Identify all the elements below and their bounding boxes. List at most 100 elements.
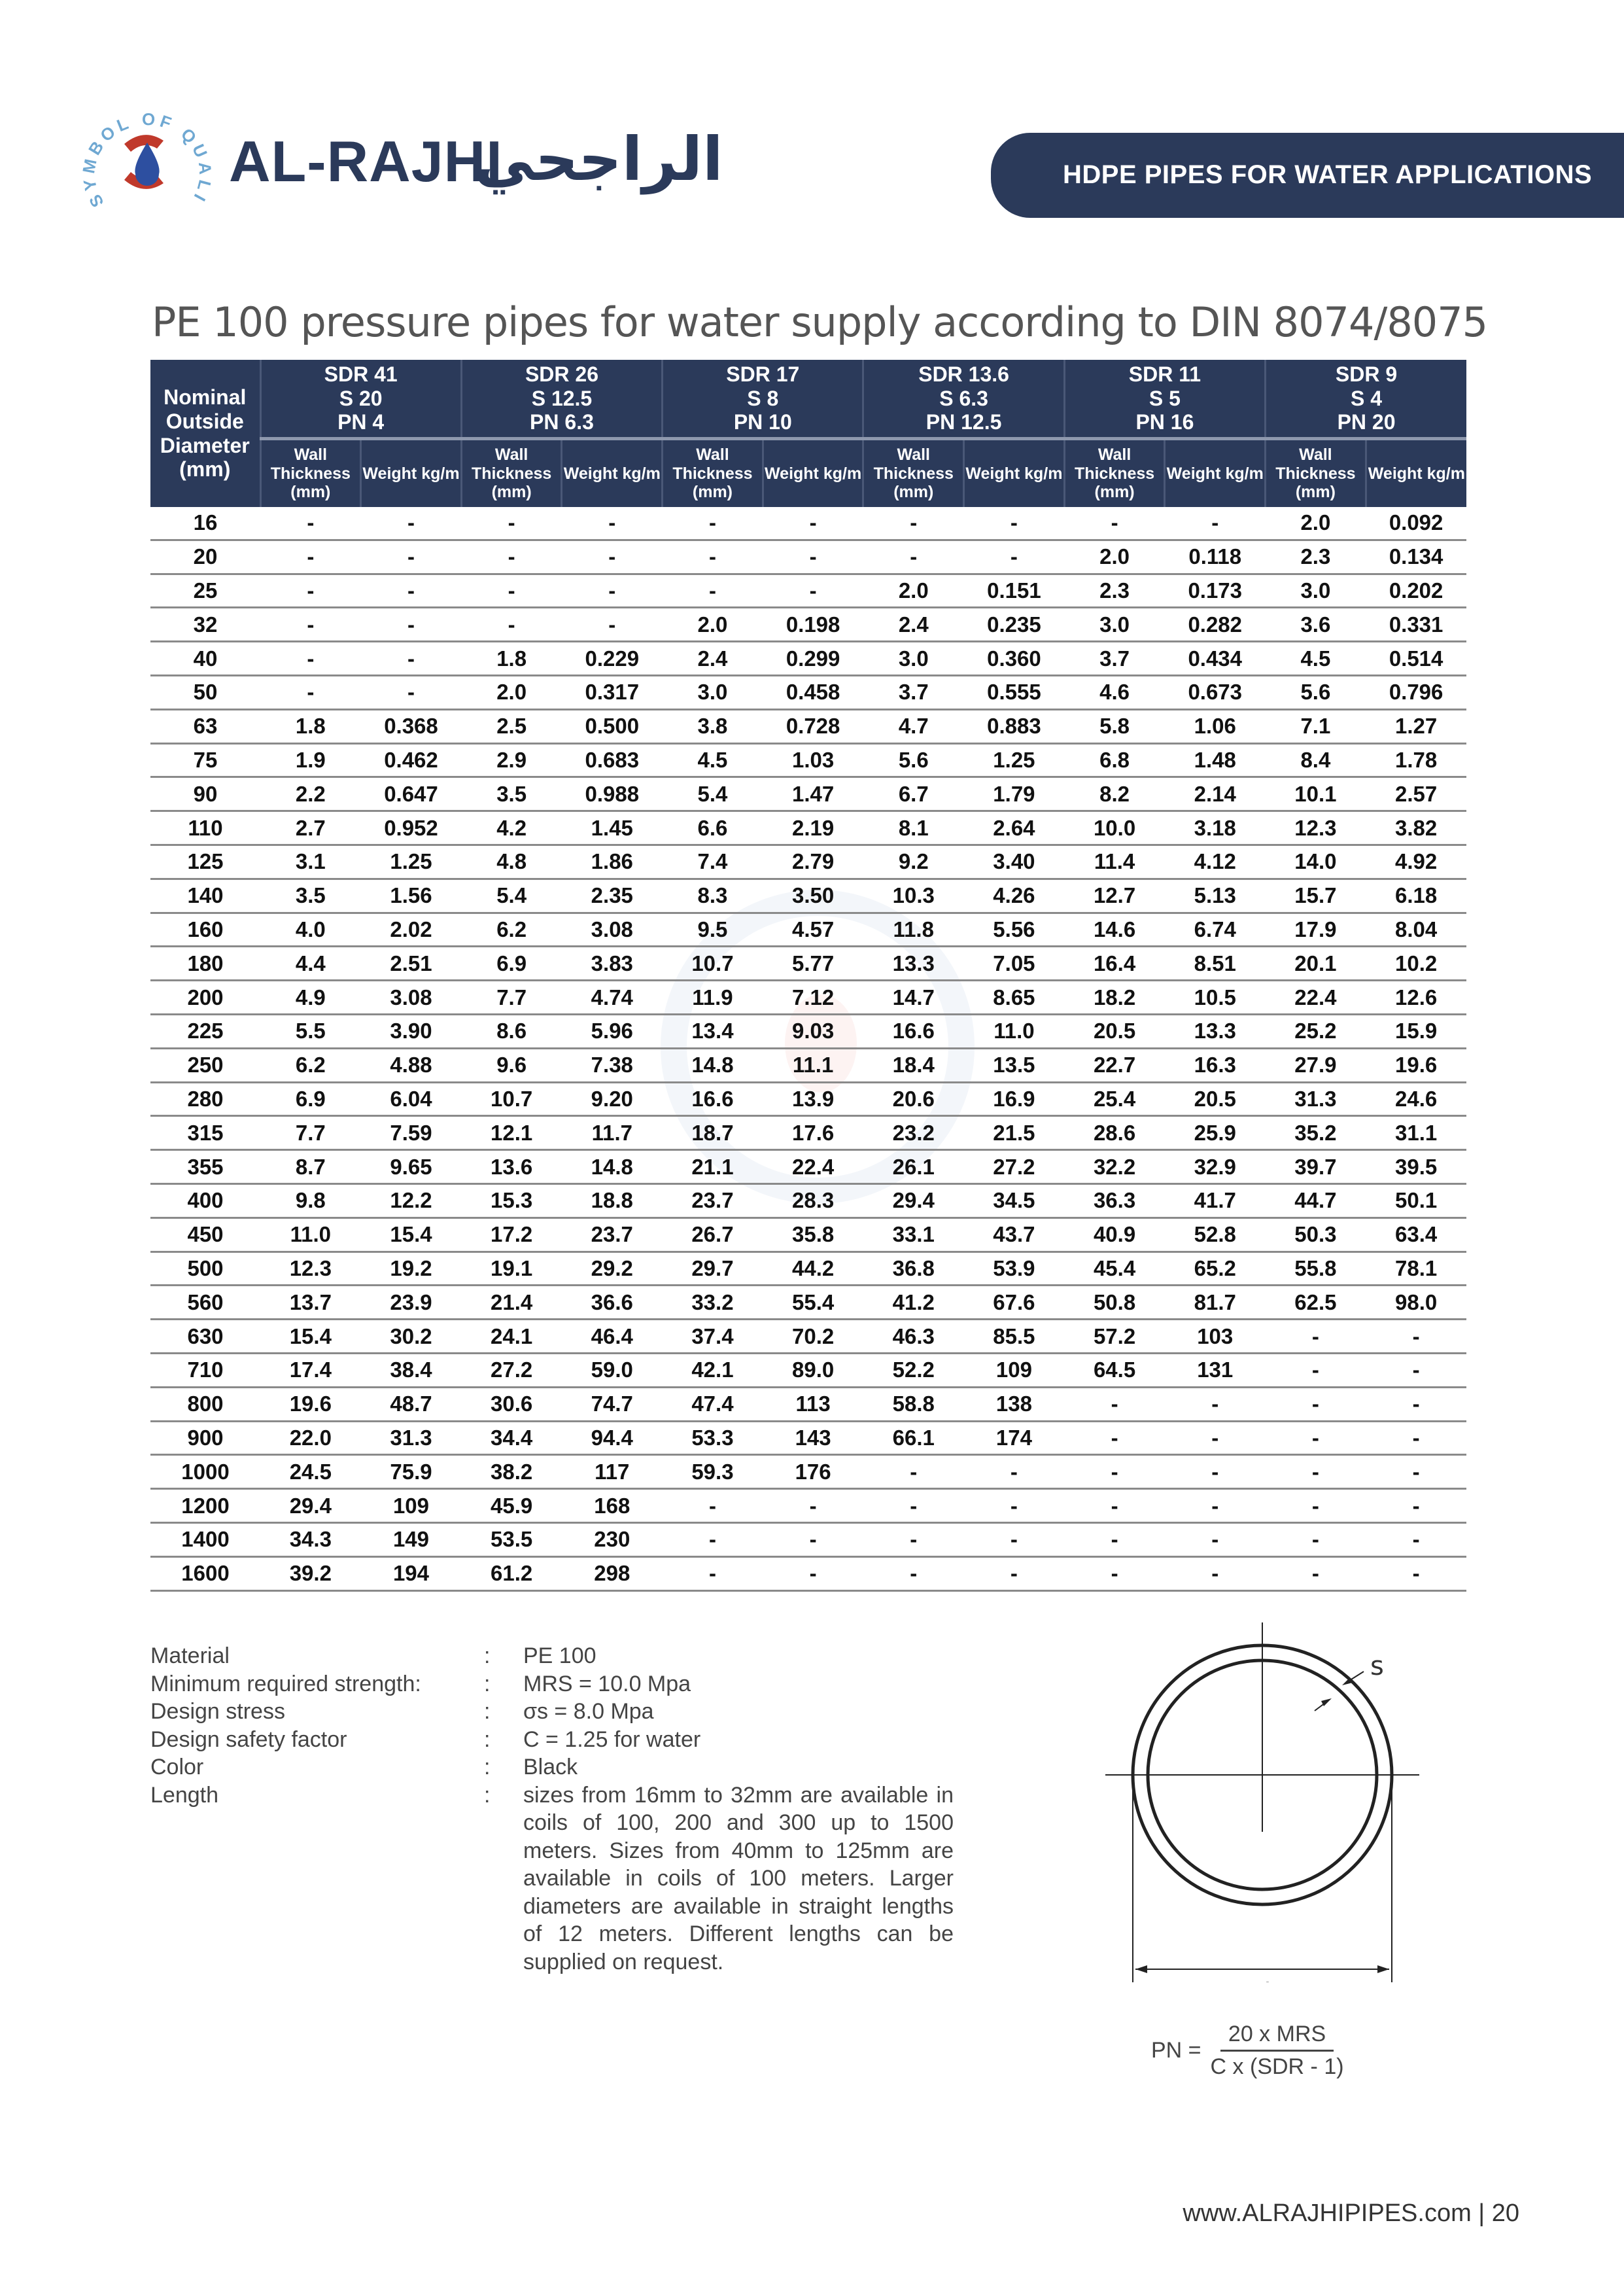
cell-wall-thickness: 25.2 [1265, 1014, 1366, 1049]
cell-wall-thickness: 5.4 [461, 879, 562, 914]
cell-wall-thickness: 44.7 [1265, 1183, 1366, 1219]
cell-weight: 0.331 [1366, 607, 1466, 643]
header-wall-thickness: Wall Thickness (mm) [1264, 438, 1366, 507]
cell-weight: 14.8 [561, 1149, 663, 1185]
cell-diameter: 1200 [150, 1488, 260, 1524]
cell-wall-thickness: 8.3 [662, 879, 763, 914]
cell-wall-thickness: 39.7 [1265, 1149, 1366, 1185]
header-s: S 20 [339, 386, 383, 410]
cell-wall-thickness: 2.2 [260, 777, 361, 813]
cell-wall-thickness: 55.8 [1265, 1252, 1366, 1287]
cell-wall-thickness: 13.4 [662, 1014, 763, 1049]
cell-weight: 117 [561, 1454, 663, 1490]
cell-weight: 4.88 [360, 1048, 462, 1083]
cell-wall-thickness: 42.1 [662, 1353, 763, 1388]
cell-weight: 1.45 [561, 811, 663, 846]
cell-weight: 1.03 [763, 743, 863, 779]
cell-weight: - [360, 507, 462, 541]
header-pn: PN 4 [337, 410, 385, 434]
cell-wall-thickness: 8.1 [863, 811, 964, 846]
header-sdr-group: SDR 11 S 5 PN 16 [1063, 360, 1266, 440]
header-s: S 8 [747, 386, 779, 410]
cell-diameter: 900 [150, 1421, 260, 1456]
cell-weight: - [360, 607, 462, 643]
cell-wall-thickness: 2.7 [260, 811, 361, 846]
cell-weight: - [1366, 1421, 1466, 1456]
cell-weight: - [963, 507, 1065, 541]
cell-weight: 4.26 [963, 879, 1065, 914]
cell-wall-thickness: 9.8 [260, 1183, 361, 1219]
table-row: 315 7.7 7.59 12.1 11.7 18.7 17.6 23.2 21.5 28.6 25… [150, 1115, 1466, 1151]
cell-wall-thickness: 9.5 [662, 913, 763, 948]
header-sdr: SDR 9 [1335, 362, 1398, 386]
cell-weight: 4.92 [1366, 845, 1466, 880]
cell-wall-thickness: - [461, 607, 562, 643]
cell-wall-thickness: 2.4 [863, 607, 964, 643]
cell-weight: 41.7 [1164, 1183, 1266, 1219]
spec-label: Design stress [150, 1699, 285, 1724]
cell-weight: 298 [561, 1556, 663, 1592]
cell-wall-thickness: - [863, 1522, 964, 1558]
header-pn: PN 6.3 [530, 410, 594, 434]
cell-weight: 81.7 [1164, 1285, 1266, 1321]
cell-weight: 15.4 [360, 1218, 462, 1253]
cell-wall-thickness: 4.2 [461, 811, 562, 846]
header-weight: Weight kg/m [1364, 438, 1466, 507]
table-row: 1200 29.4 109 45.9 168- - - - - - - - [150, 1488, 1466, 1524]
cell-wall-thickness: 18.4 [863, 1048, 964, 1083]
cell-weight: - [1366, 1522, 1466, 1558]
cell-weight: - [561, 607, 663, 643]
cell-weight: 1.06 [1164, 709, 1266, 745]
cell-wall-thickness: 14.0 [1265, 845, 1366, 880]
header-pn: PN 20 [1337, 410, 1396, 434]
header-weight: Weight kg/m [761, 438, 863, 507]
cell-wall-thickness: 53.5 [461, 1522, 562, 1558]
table-row: 355 8.7 9.65 13.6 14.8 21.1 22.4 26.1 27.2 32.2 32… [150, 1149, 1466, 1185]
cell-wall-thickness: 15.4 [260, 1319, 361, 1354]
cell-weight: 9.03 [763, 1014, 863, 1049]
cell-weight: 0.282 [1164, 607, 1266, 643]
cell-weight: 8.65 [963, 980, 1065, 1015]
cell-diameter: 450 [150, 1218, 260, 1253]
cell-weight: 109 [360, 1488, 462, 1524]
brand-name-arabic: الراجحي [474, 124, 723, 194]
cell-weight: 1.78 [1366, 743, 1466, 779]
cell-diameter: 500 [150, 1252, 260, 1287]
cell-wall-thickness: 14.6 [1064, 913, 1165, 948]
cell-weight: 2.79 [763, 845, 863, 880]
cell-wall-thickness: - [662, 574, 763, 609]
table-row: 900 22.0 31.3 34.4 94.4 53.3 143 66.1 174- - - - [150, 1421, 1466, 1456]
table-row: 450 11.0 15.4 17.2 23.7 26.7 35.8 33.1 43.7 40.9 5… [150, 1218, 1466, 1253]
cell-wall-thickness: - [1265, 1454, 1366, 1490]
cell-diameter: 710 [150, 1353, 260, 1388]
cell-weight: 2.02 [360, 913, 462, 948]
cell-weight: 3.08 [360, 980, 462, 1015]
cell-wall-thickness: 28.6 [1064, 1115, 1165, 1151]
cell-wall-thickness: - [1265, 1421, 1366, 1456]
cell-wall-thickness: 12.7 [1064, 879, 1165, 914]
cell-weight: 174 [963, 1421, 1065, 1456]
cell-diameter: 160 [150, 913, 260, 948]
table-row: 140 3.5 1.56 5.4 2.35 8.3 3.50 10.3 4.26 12.7 5.13… [150, 879, 1466, 914]
cell-wall-thickness: 59.3 [662, 1454, 763, 1490]
spec-value: C = 1.25 for water [523, 1726, 701, 1752]
cell-wall-thickness: - [260, 574, 361, 609]
cell-weight: 27.2 [963, 1149, 1065, 1185]
cell-weight: 2.14 [1164, 777, 1266, 813]
cell-wall-thickness: 5.8 [1064, 709, 1165, 745]
company-logo: SYMBOL OF QUALITY [71, 89, 216, 216]
cell-wall-thickness: 22.4 [1265, 980, 1366, 1015]
cell-wall-thickness: 37.4 [662, 1319, 763, 1354]
table-row: 50- -2.0 0.317 3.0 0.458 3.7 0.555 4.6 0.673 5.6 0… [150, 675, 1466, 710]
cell-wall-thickness: - [260, 675, 361, 710]
cell-wall-thickness: 3.7 [863, 675, 964, 710]
spec-label: Design safety factor [150, 1726, 347, 1752]
cell-wall-thickness: 34.3 [260, 1522, 361, 1558]
table-row: 32- - - -2.0 0.198 2.4 0.235 3.0 0.282 3.6 0.331 [150, 607, 1466, 643]
cell-wall-thickness: 9.6 [461, 1048, 562, 1083]
cell-wall-thickness: 35.2 [1265, 1115, 1366, 1151]
cell-weight: 0.883 [963, 709, 1065, 745]
cell-weight: 4.74 [561, 980, 663, 1015]
cell-diameter: 125 [150, 845, 260, 880]
cell-weight: 55.4 [763, 1285, 863, 1321]
